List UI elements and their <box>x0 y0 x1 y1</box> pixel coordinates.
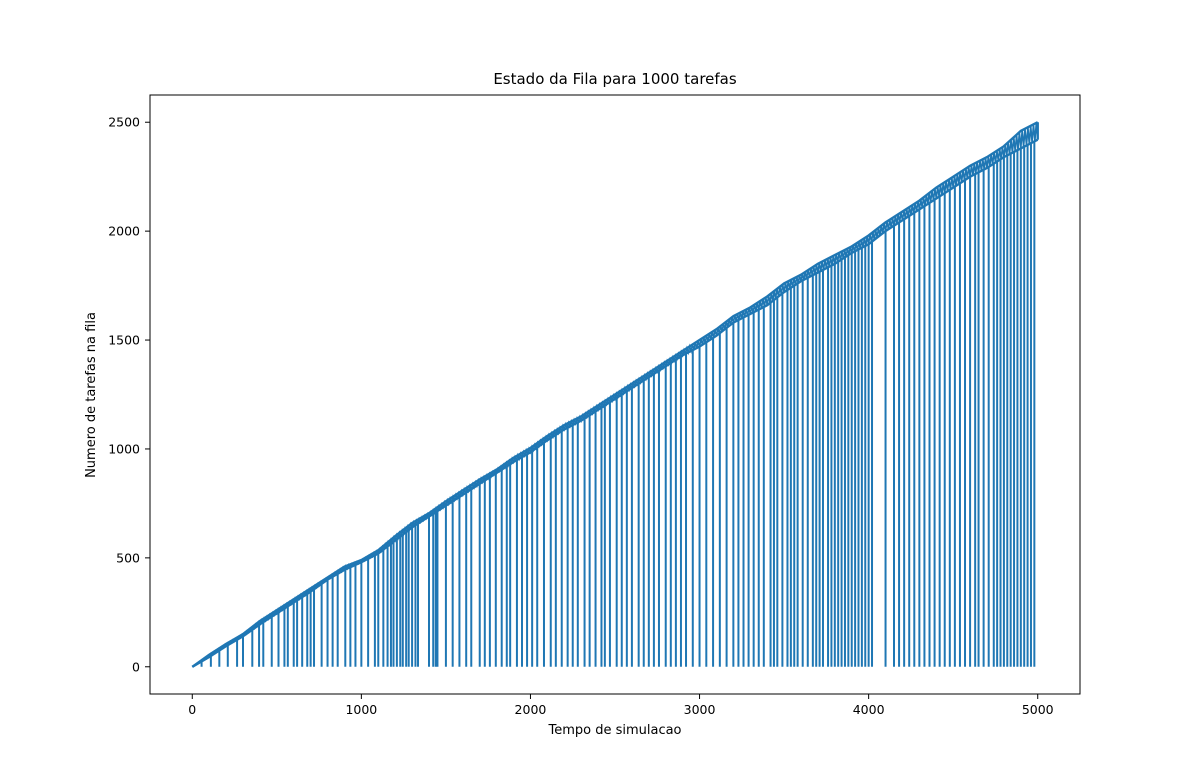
x-axis-label: Tempo de simulacao <box>547 723 681 738</box>
series-line-lower <box>191 138 1039 668</box>
x-tick-label: 0 <box>188 702 196 717</box>
y-tick-label: 500 <box>116 550 140 565</box>
axes-frame <box>149 94 1081 695</box>
x-axis: 0 1000 2000 3000 4000 5000 <box>188 694 1054 717</box>
y-tick-label: 1500 <box>108 333 140 348</box>
chart-title: Estado da Fila para 1000 tarefas <box>493 70 737 88</box>
plot-area <box>149 94 1081 695</box>
y-tick-label: 0 <box>132 659 140 674</box>
x-tick-label: 5000 <box>1022 702 1054 717</box>
x-tick-label: 1000 <box>345 702 377 717</box>
y-axis-label: Numero de tarefas na fila <box>84 312 99 478</box>
y-tick-label: 2500 <box>108 115 140 130</box>
series-line-upper <box>191 121 1039 668</box>
x-tick-label: 4000 <box>853 702 885 717</box>
y-tick-label: 1000 <box>108 441 140 456</box>
y-axis: 0 500 1000 1500 2000 2500 <box>108 115 150 674</box>
series-line-noise <box>191 122 1039 668</box>
x-tick-label: 3000 <box>684 702 716 717</box>
series-line-group <box>191 121 1039 668</box>
y-tick-label: 2000 <box>108 224 140 239</box>
x-tick-label: 2000 <box>515 702 547 717</box>
